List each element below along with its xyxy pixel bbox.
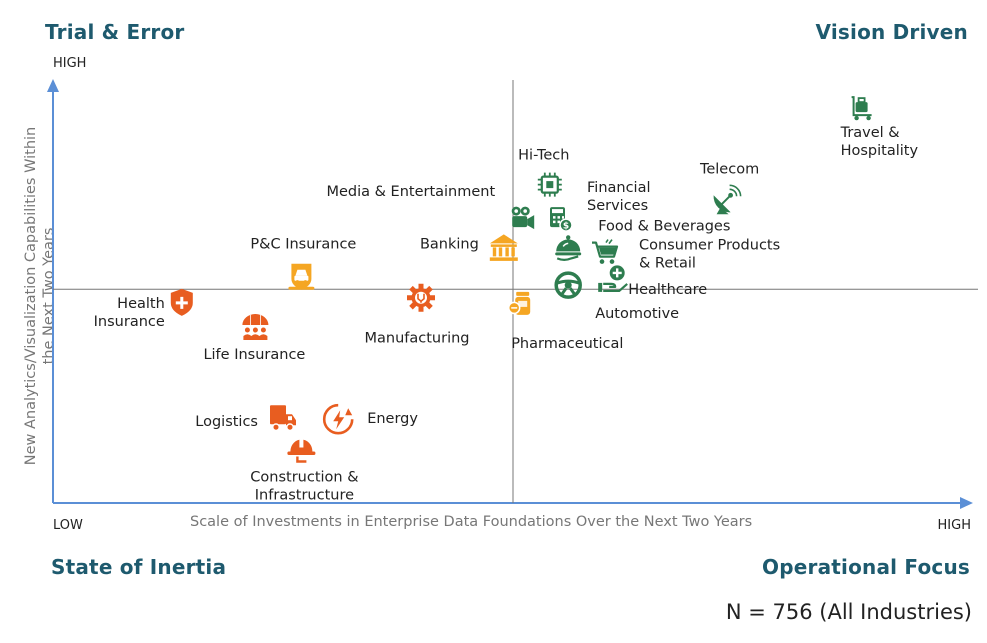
industry-label: Construction & Infrastructure — [250, 470, 358, 504]
luggage-cart-icon — [851, 96, 872, 121]
industry-label-line: Insurance — [94, 314, 165, 330]
industry-label: Hi-Tech — [518, 148, 569, 164]
industry-point: Banking — [420, 234, 518, 261]
industry-point: Health Insurance — [94, 288, 193, 330]
gear-icon — [407, 283, 435, 312]
video-camera-icon — [511, 206, 535, 230]
industry-label-line: Pharmaceutical — [511, 336, 623, 352]
industry-label-line: Travel & — [840, 125, 900, 141]
svg-text:$: $ — [563, 222, 569, 232]
industry-label-line: Manufacturing — [365, 331, 470, 347]
industry-point: Energy — [322, 403, 418, 435]
industry-point: Telecom — [699, 161, 759, 215]
industry-label-line: Automotive — [595, 306, 679, 322]
industry-label: Manufacturing — [365, 331, 470, 347]
industry-label: Pharmaceutical — [511, 336, 623, 352]
industry-label-line: Consumer Products — [639, 238, 780, 254]
chip-icon — [537, 172, 562, 197]
industry-label-line: Energy — [367, 411, 418, 427]
industry-point: P&C Insurance — [250, 237, 356, 290]
industry-label: Travel & Hospitality — [840, 125, 919, 159]
quadrant-title-top-right: Vision Driven — [815, 20, 968, 44]
industry-point: Automotive — [554, 271, 679, 322]
x-axis-low-label: LOW — [53, 518, 83, 533]
industry-label-line: Banking — [420, 236, 479, 252]
industry-label-line: Hospitality — [841, 143, 919, 159]
industry-label: Logistics — [195, 414, 258, 430]
industry-label-line: Services — [587, 198, 648, 214]
industry-point: Media & Entertainment — [326, 184, 535, 230]
shield-plus-icon — [170, 288, 193, 316]
quadrant-title-bottom-right: Operational Focus — [762, 555, 970, 579]
industry-point: Healthcare — [598, 265, 707, 298]
x-axis-high-label: HIGH — [937, 518, 971, 533]
truck-icon — [270, 405, 296, 432]
car-shield-icon — [288, 263, 315, 290]
industry-label-line: Infrastructure — [255, 488, 354, 504]
medical-hand-icon — [598, 265, 628, 292]
industry-label: Healthcare — [628, 282, 707, 298]
industry-label-line: Hi-Tech — [518, 148, 569, 164]
industry-label: Banking — [420, 236, 479, 252]
family-umbrella-icon — [242, 314, 269, 340]
steering-wheel-icon — [554, 271, 582, 299]
industry-label-line: Healthcare — [628, 282, 707, 298]
y-axis-arrowhead — [47, 79, 59, 92]
industry-label: Consumer Products & Retail — [639, 238, 780, 272]
industry-point: Logistics — [195, 405, 296, 432]
quadrant-title-bottom-left: State of Inertia — [51, 555, 227, 579]
industry-point: Pharmaceutical — [507, 291, 623, 352]
industry-label: Media & Entertainment — [326, 184, 495, 200]
quadrant-title-top-left: Trial & Error — [45, 20, 185, 44]
x-axis-title: Scale of Investments in Enterprise Data … — [190, 514, 753, 530]
hard-hat-icon — [287, 438, 316, 463]
lightning-icon — [322, 403, 354, 435]
industry-label: Health Insurance — [94, 296, 165, 330]
industry-point: Construction & Infrastructure — [250, 438, 359, 504]
industry-point: Consumer Products & Retail — [592, 238, 780, 272]
industry-label-line: Logistics — [195, 414, 258, 430]
bank-icon — [489, 234, 518, 261]
industry-label-line: Financial — [587, 180, 651, 196]
industry-label-line: Telecom — [699, 161, 759, 177]
industry-label: P&C Insurance — [250, 237, 356, 253]
industry-point: Travel & Hospitality — [840, 96, 919, 159]
cloche-icon — [555, 235, 582, 261]
industry-label: Food & Beverages — [598, 218, 730, 234]
industry-label: Energy — [367, 411, 418, 427]
y-axis-high-label: HIGH — [53, 56, 87, 71]
industry-label-line: Life Insurance — [203, 347, 305, 363]
industry-label: Automotive — [595, 306, 679, 322]
shopping-cart-icon — [592, 239, 619, 264]
industry-point: $ Financial Services — [550, 180, 651, 232]
industry-label-line: & Retail — [639, 256, 696, 272]
industry-point: Life Insurance — [203, 314, 305, 363]
industry-label: Telecom — [699, 161, 759, 177]
sample-size-note: N = 756 (All Industries) — [725, 600, 972, 624]
industry-label: Life Insurance — [203, 347, 305, 363]
industry-label-line: P&C Insurance — [250, 237, 356, 253]
industry-label-line: Construction & — [250, 470, 358, 486]
x-axis-arrowhead — [960, 497, 973, 509]
pill-bottle-icon — [507, 291, 531, 315]
industry-label-line: Health — [117, 296, 165, 312]
calculator-icon: $ — [550, 207, 573, 232]
industry-label-line: Media & Entertainment — [326, 184, 495, 200]
industry-label-line: Food & Beverages — [598, 218, 730, 234]
satellite-dish-icon — [713, 184, 742, 215]
industry-label: Financial Services — [587, 180, 651, 214]
industry-point: Hi-Tech — [518, 148, 569, 197]
industry-point: Food & Beverages — [555, 218, 730, 261]
industry-point: Manufacturing — [365, 283, 470, 347]
